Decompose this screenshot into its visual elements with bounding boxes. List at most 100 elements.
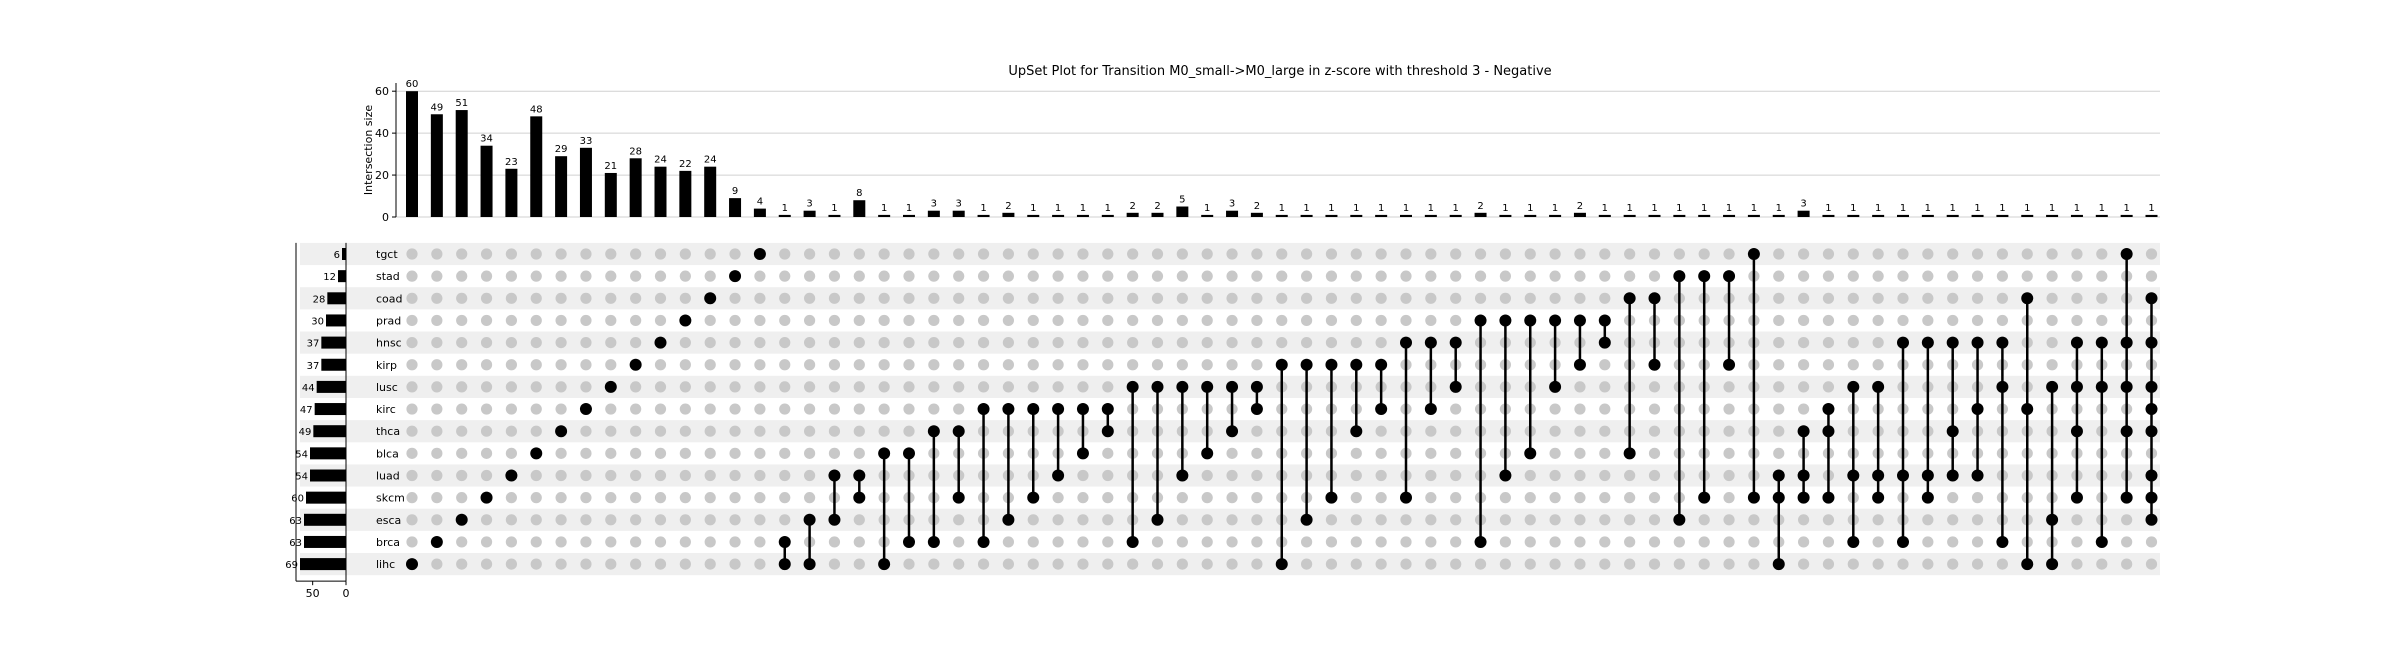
matrix-dot-empty <box>1052 292 1064 304</box>
matrix-dot-empty <box>828 314 841 327</box>
intersection-size-label: 1 <box>1030 203 1036 214</box>
membership-matrix <box>300 242 2160 576</box>
intersection-size-label: 1 <box>1055 203 1061 214</box>
matrix-dot-empty <box>804 447 816 459</box>
matrix-dot-filled <box>803 558 816 571</box>
matrix-dot-empty <box>1748 558 1760 570</box>
intersection-bar <box>1698 214 1711 217</box>
matrix-dot-filled <box>1201 380 1214 393</box>
intersection-size-label: 1 <box>1527 203 1533 214</box>
matrix-dot-empty <box>1847 314 1859 327</box>
set-name-label: tgct <box>376 248 398 261</box>
intersection-bar <box>1971 214 1984 217</box>
matrix-dot-filled <box>1673 270 1686 283</box>
intersection-size-label: 1 <box>980 203 986 214</box>
matrix-dot-filled <box>2046 380 2059 393</box>
matrix-dot-empty <box>1798 403 1810 415</box>
intersection-size-label: 28 <box>629 146 642 157</box>
matrix-dot-empty <box>1971 514 1984 526</box>
matrix-dot-empty <box>1052 314 1064 327</box>
matrix-dot-empty <box>580 536 592 548</box>
matrix-dot-empty <box>1251 536 1263 548</box>
set-name-label: kirp <box>376 359 397 372</box>
matrix-dot-empty <box>1872 359 1884 371</box>
matrix-dot-empty <box>878 248 890 260</box>
matrix-dot-empty <box>679 337 691 349</box>
matrix-dot-empty <box>1450 558 1462 570</box>
matrix-dot-filled <box>1201 447 1214 460</box>
matrix-dot-empty <box>1226 270 1238 282</box>
matrix-dot-empty <box>679 425 691 437</box>
matrix-dot-empty <box>1176 270 1188 282</box>
matrix-dot-filled <box>1673 513 1686 526</box>
set-size-bar <box>304 513 346 526</box>
intersection-size-label: 2 <box>1154 201 1160 212</box>
matrix-dot-empty <box>630 536 642 548</box>
matrix-dot-empty <box>1176 314 1188 327</box>
matrix-dot-empty <box>1102 381 1114 393</box>
matrix-dot-empty <box>630 425 642 437</box>
matrix-dot-empty <box>853 314 865 327</box>
intersection-bar <box>1673 214 1686 217</box>
matrix-dot-empty <box>1127 558 1139 570</box>
matrix-dot-empty <box>729 248 741 260</box>
matrix-dot-empty <box>1052 558 1064 570</box>
set-size-tick-label: 50 <box>306 587 320 600</box>
matrix-dot-filled <box>1897 469 1909 482</box>
intersection-size-label: 1 <box>1701 203 1707 214</box>
intersection-size-label: 1 <box>906 203 912 214</box>
intersection-bar <box>1300 214 1313 217</box>
matrix-dot-empty <box>431 381 443 393</box>
set-name-label: kirc <box>376 403 396 416</box>
matrix-dot-empty <box>828 403 841 415</box>
matrix-dot-filled <box>1250 403 1263 416</box>
matrix-dot-empty <box>704 469 716 482</box>
matrix-dot-filled <box>1499 314 1512 327</box>
set-name-label: lihc <box>376 558 395 571</box>
matrix-dot-empty <box>804 314 816 327</box>
intersection-size-label: 1 <box>782 203 788 214</box>
matrix-dot-empty <box>779 337 791 349</box>
matrix-dot-empty <box>1102 314 1114 327</box>
matrix-dot-empty <box>1822 381 1835 393</box>
matrix-dot-empty <box>1499 248 1511 260</box>
matrix-dot-empty <box>1027 536 1039 548</box>
matrix-dot-empty <box>456 558 468 570</box>
matrix-dot-empty <box>555 536 567 548</box>
intersection-bar <box>878 214 891 217</box>
matrix-dot-empty <box>804 425 816 437</box>
matrix-dot-empty <box>878 292 890 304</box>
matrix-dot-empty <box>654 558 667 570</box>
matrix-dot-empty <box>878 359 890 371</box>
matrix-dot-empty <box>480 292 493 304</box>
matrix-dot-empty <box>1301 337 1313 349</box>
intersection-size-label: 1 <box>1303 203 1309 214</box>
y-tick-label: 60 <box>375 85 389 98</box>
intersection-size-label: 2 <box>1254 201 1260 212</box>
matrix-dot-empty <box>1176 492 1188 504</box>
matrix-dot-empty <box>1276 248 1288 260</box>
intersection-size-label: 1 <box>1105 203 1111 214</box>
matrix-dot-empty <box>1698 514 1710 526</box>
matrix-dot-empty <box>2145 536 2158 548</box>
matrix-dot-empty <box>977 314 990 327</box>
matrix-dot-empty <box>804 381 816 393</box>
intersection-size-label: 1 <box>1403 203 1409 214</box>
matrix-dot-empty <box>1400 270 1412 282</box>
matrix-dot-empty <box>1002 558 1015 570</box>
matrix-dot-filled <box>1300 358 1313 371</box>
matrix-dot-empty <box>480 536 493 548</box>
matrix-dot-empty <box>1723 403 1735 415</box>
set-size-label: 69 <box>285 560 298 571</box>
matrix-dot-filled <box>1524 314 1537 327</box>
intersection-bar <box>1524 214 1537 217</box>
intersection-size-label: 3 <box>1800 199 1806 210</box>
matrix-dot-empty <box>654 248 667 260</box>
matrix-dot-empty <box>654 359 667 371</box>
set-size-label: 54 <box>295 472 308 483</box>
matrix-dot-empty <box>1226 514 1238 526</box>
matrix-dot-empty <box>1624 536 1636 548</box>
matrix-dot-empty <box>1325 248 1338 260</box>
matrix-dot-empty <box>828 248 841 260</box>
intersection-bar <box>828 214 841 217</box>
